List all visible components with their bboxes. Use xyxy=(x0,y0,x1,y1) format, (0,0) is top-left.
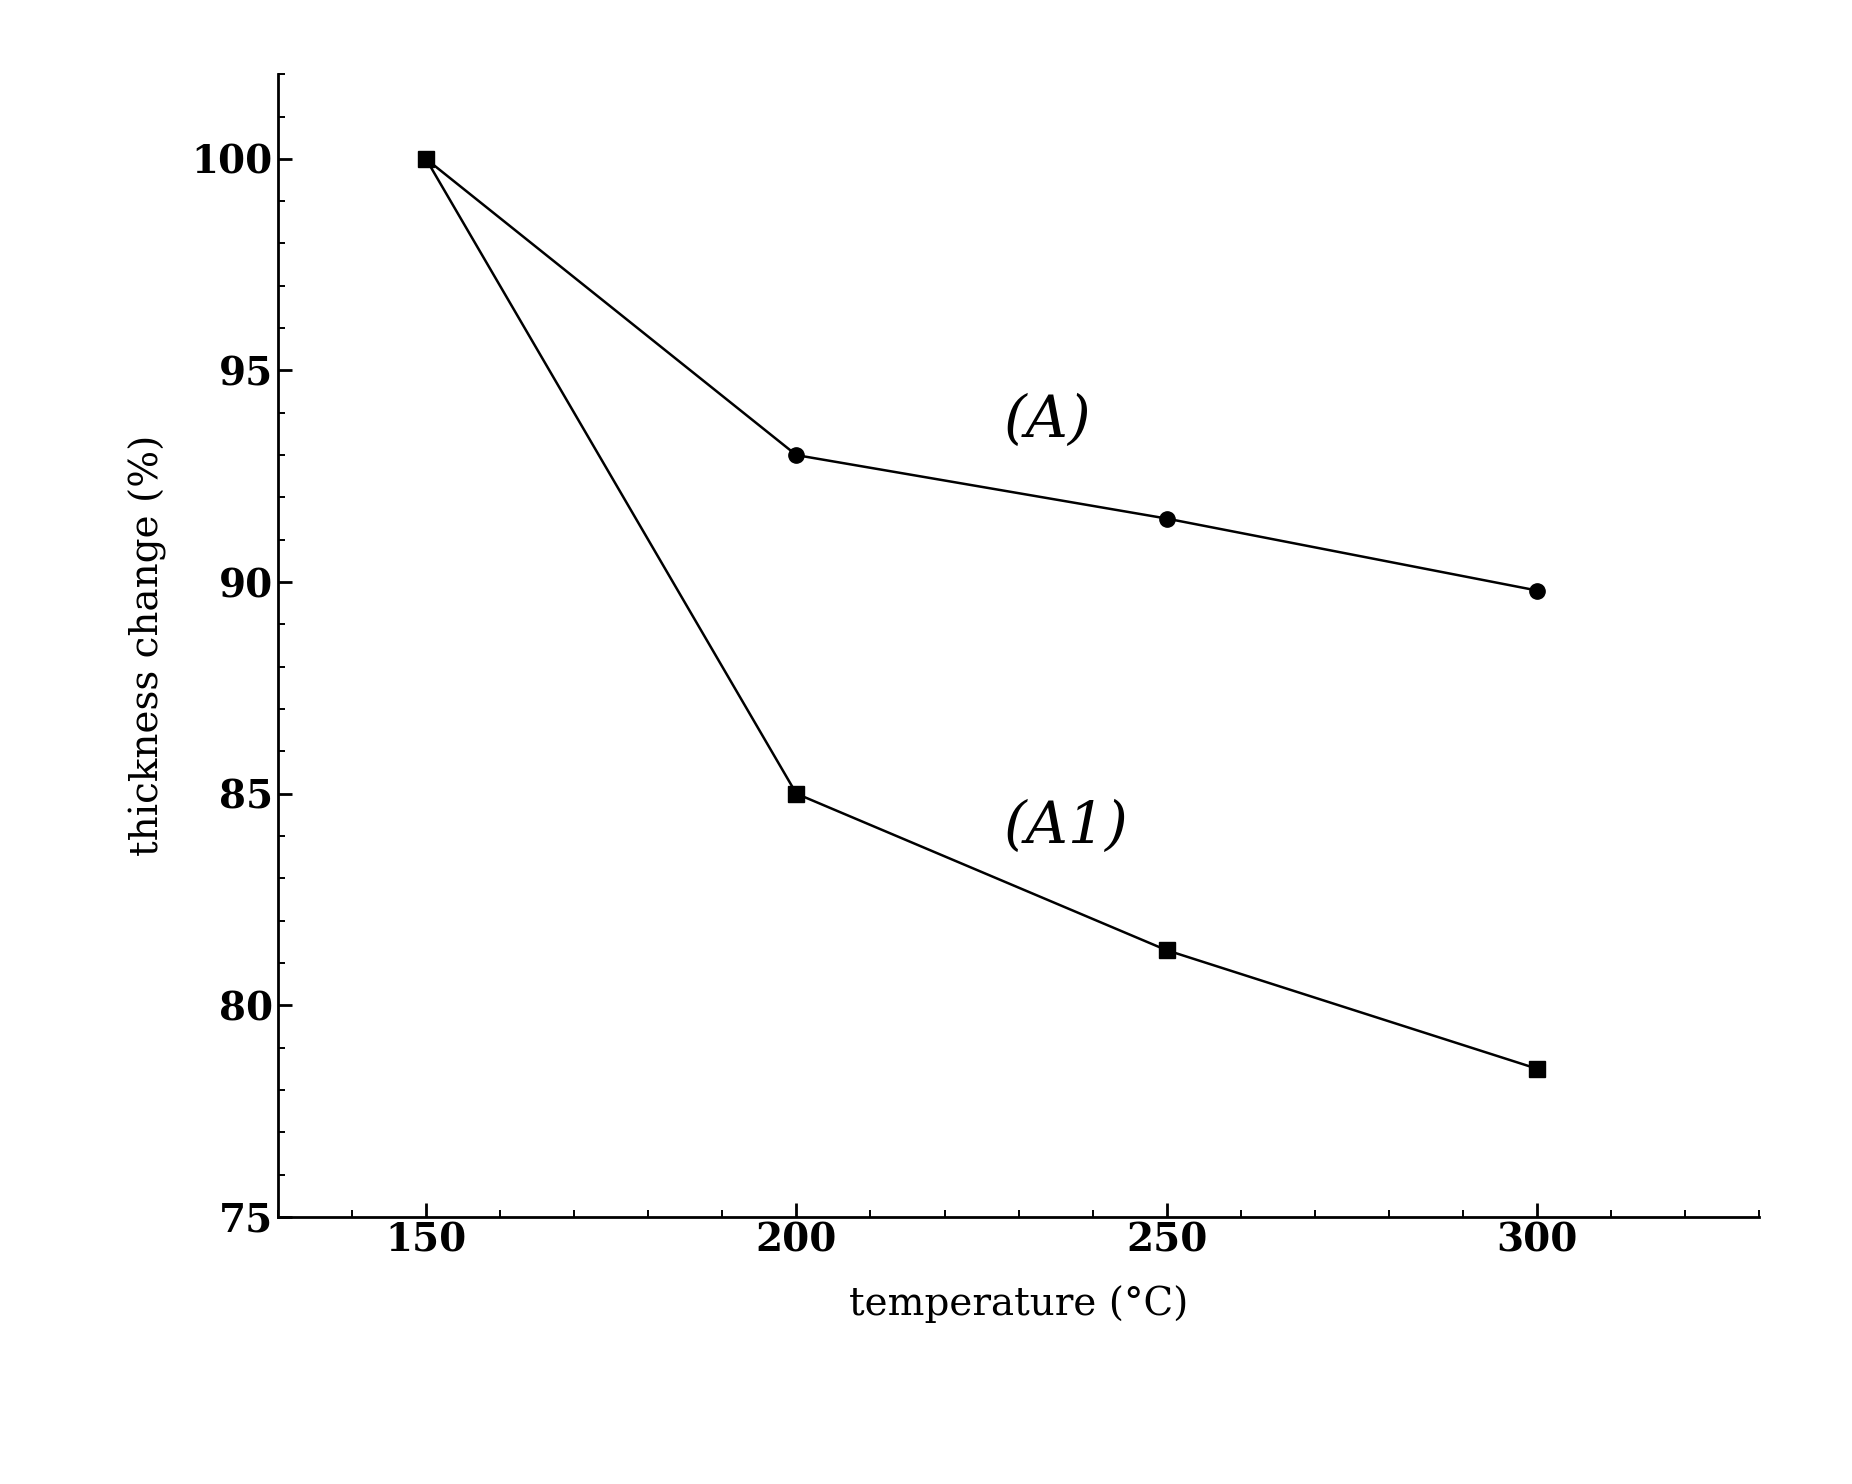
Y-axis label: thickness change (%): thickness change (%) xyxy=(128,435,167,856)
Text: (A): (A) xyxy=(1004,393,1091,450)
Text: (A1): (A1) xyxy=(1004,800,1128,856)
X-axis label: temperature (°C): temperature (°C) xyxy=(848,1285,1189,1322)
